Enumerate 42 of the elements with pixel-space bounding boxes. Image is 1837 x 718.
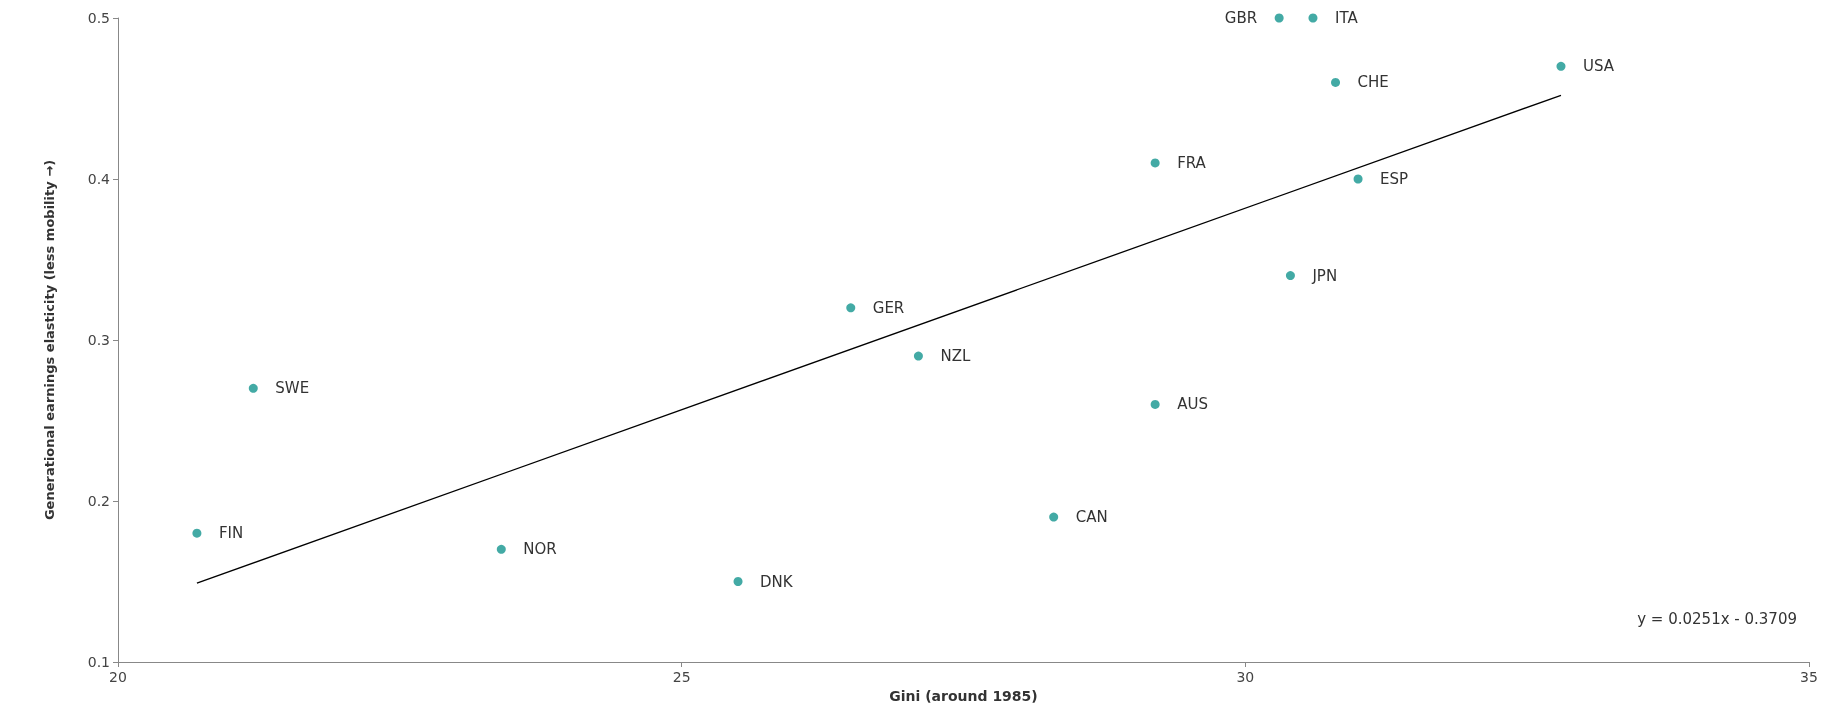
point (248, 383, 258, 393)
point (1049, 512, 1059, 522)
annotation: CAN (1075, 508, 1108, 527)
y-tick-label: 0.1 (87, 654, 110, 670)
annotation: ESP (1380, 170, 1409, 188)
x-axis-title: Gini (around 1985) (889, 687, 1038, 704)
x-tick-label: 35 (1800, 669, 1818, 685)
point (1285, 271, 1295, 281)
annotation: JPN (1311, 266, 1338, 285)
annotation: NZL (940, 347, 971, 366)
annotation: FRA (1177, 153, 1207, 172)
annotation: NOR (523, 540, 557, 559)
y-tick-label: 0.4 (87, 171, 111, 187)
point (1150, 399, 1160, 409)
y-tick-label: 0.5 (87, 10, 110, 26)
y-tick-label: 0.3 (87, 332, 110, 348)
x-tick-label: 25 (672, 669, 691, 685)
point (1353, 174, 1363, 184)
annotation: CHE (1357, 73, 1389, 92)
annotation: SWE (275, 379, 310, 398)
y-axis-title: Generational earnings elasticity (less mobility →) (42, 159, 57, 521)
point (1331, 77, 1341, 87)
annotation: ITA (1334, 9, 1359, 27)
annotation: DNK (760, 572, 794, 591)
annotation: USA (1582, 57, 1615, 76)
x-tick-label: 30 (1236, 669, 1255, 685)
x-tick-label: 20 (109, 669, 127, 685)
point (192, 528, 202, 538)
point (733, 577, 743, 586)
annotation: AUS (1177, 395, 1208, 414)
annotation: GER (872, 298, 905, 317)
point (913, 351, 923, 361)
annotation: GBR (1224, 9, 1258, 27)
point (496, 544, 506, 554)
annotation: y = 0.0251x - 0.3709 (1637, 609, 1797, 628)
point (1150, 158, 1160, 168)
annotation: FIN (218, 524, 244, 543)
point (1556, 61, 1566, 71)
point (846, 303, 856, 313)
point (1308, 13, 1318, 23)
y-tick-label: 0.2 (87, 493, 110, 509)
point (1274, 13, 1284, 23)
